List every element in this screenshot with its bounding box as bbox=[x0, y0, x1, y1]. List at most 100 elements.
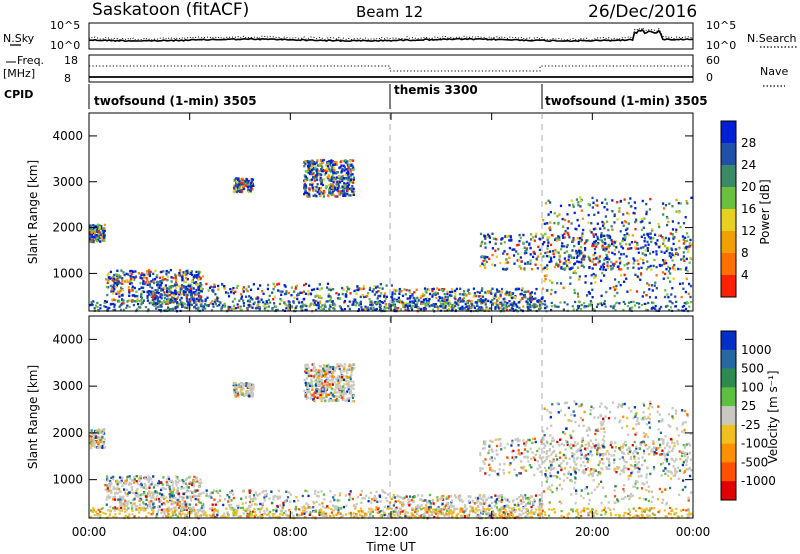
scatter-cell bbox=[465, 507, 468, 511]
scatter-cell bbox=[366, 292, 370, 295]
scatter-cell bbox=[237, 177, 240, 180]
scatter-cell bbox=[521, 287, 524, 290]
scatter-cell bbox=[118, 295, 121, 298]
scatter-cell bbox=[601, 246, 604, 249]
scatter-cell bbox=[106, 509, 110, 512]
scatter-cell bbox=[200, 286, 203, 289]
scatter-cell bbox=[652, 250, 655, 254]
scatter-cell bbox=[607, 246, 610, 249]
scatter-cell bbox=[199, 287, 203, 290]
scatter-cell bbox=[184, 293, 188, 296]
scatter-cell bbox=[555, 262, 558, 265]
scatter-cell bbox=[503, 241, 506, 244]
scatter-cell bbox=[99, 233, 102, 237]
scatter-cell bbox=[122, 502, 125, 505]
colorbar-swatch bbox=[721, 187, 736, 210]
scatter-cell bbox=[298, 301, 301, 304]
scatter-cell bbox=[647, 243, 650, 246]
scatter-cell bbox=[240, 497, 243, 500]
scatter-cell bbox=[160, 287, 163, 290]
scatter-cell bbox=[385, 295, 388, 298]
scatter-cell bbox=[619, 260, 622, 263]
scatter-cell bbox=[333, 398, 337, 402]
scatter-cell bbox=[239, 185, 242, 188]
scatter-cell bbox=[342, 288, 345, 291]
scatter-cell bbox=[554, 238, 557, 241]
scatter-cell bbox=[184, 482, 188, 485]
scatter-cell bbox=[526, 262, 529, 265]
scatter-cell bbox=[685, 257, 688, 261]
scatter-cell bbox=[171, 481, 174, 484]
scatter-cell bbox=[428, 297, 431, 301]
scatter-cell bbox=[404, 309, 407, 312]
scatter-cell bbox=[315, 390, 318, 393]
scatter-cell bbox=[336, 386, 339, 389]
scatter-cell bbox=[399, 507, 403, 510]
scatter-cell bbox=[367, 500, 370, 503]
scatter-cell bbox=[661, 236, 664, 239]
scatter-cell bbox=[504, 258, 508, 261]
scatter-cell bbox=[148, 283, 151, 286]
scatter-cell bbox=[550, 260, 553, 263]
scatter-cell bbox=[335, 378, 338, 381]
scatter-cell bbox=[337, 509, 340, 512]
scatter-cell bbox=[503, 250, 506, 253]
scatter-cell bbox=[290, 306, 293, 309]
scatter-cell bbox=[158, 293, 162, 296]
scatter-cell bbox=[481, 262, 484, 265]
scatter-cell bbox=[279, 509, 282, 513]
scatter-cell bbox=[315, 169, 318, 172]
scatter-cell bbox=[175, 292, 178, 296]
scatter-cell bbox=[324, 187, 327, 190]
scatter-cell bbox=[344, 513, 347, 516]
scatter-cell bbox=[99, 307, 102, 310]
scatter-cell bbox=[342, 392, 345, 396]
scatter-cell bbox=[319, 384, 322, 387]
scatter-cell bbox=[380, 292, 383, 295]
scatter-cell bbox=[306, 386, 309, 389]
scatter-cell bbox=[186, 287, 189, 291]
scatter-cell bbox=[187, 486, 190, 489]
scatter-cell bbox=[513, 248, 516, 251]
scatter-cell bbox=[258, 308, 261, 311]
scatter-cell bbox=[119, 289, 122, 293]
scatter-cell bbox=[309, 170, 312, 174]
scatter-cell bbox=[192, 507, 195, 511]
scatter-cell bbox=[185, 285, 188, 289]
scatter-cell bbox=[533, 500, 536, 503]
scatter-cell bbox=[341, 292, 344, 296]
scatter-cell bbox=[338, 494, 341, 497]
scatter-cell bbox=[678, 239, 681, 243]
scatter-cell bbox=[672, 277, 675, 280]
scatter-cell bbox=[189, 475, 192, 478]
scatter-cell bbox=[615, 246, 618, 249]
scatter-cell bbox=[224, 497, 227, 501]
scatter-cell bbox=[304, 162, 307, 166]
scatter-cell bbox=[164, 301, 167, 304]
scatter-cell bbox=[328, 175, 332, 179]
scatter-cell bbox=[637, 267, 640, 270]
scatter-cell bbox=[590, 222, 593, 225]
scatter-cell bbox=[156, 274, 159, 277]
nave-label: Nave bbox=[760, 65, 788, 78]
scatter-cell bbox=[420, 300, 423, 303]
scatter-cell bbox=[221, 304, 224, 307]
scatter-cell bbox=[100, 233, 104, 236]
scatter-cell bbox=[128, 282, 132, 285]
scatter-cell bbox=[658, 263, 661, 267]
scatter-cell bbox=[327, 368, 330, 371]
scatter-cell bbox=[333, 168, 336, 172]
scatter-cell bbox=[135, 489, 138, 493]
scatter-cell bbox=[186, 269, 189, 272]
scatter-cell bbox=[615, 284, 618, 288]
scatter-cell bbox=[349, 180, 352, 184]
scatter-cell bbox=[341, 159, 344, 163]
scatter-cell bbox=[578, 254, 581, 257]
scatter-cell bbox=[242, 512, 245, 515]
scatter-cell bbox=[103, 300, 107, 303]
scatter-cell bbox=[250, 186, 253, 189]
scatter-cell bbox=[481, 295, 485, 298]
scatter-cell bbox=[320, 375, 323, 378]
scatter-cell bbox=[264, 494, 267, 497]
